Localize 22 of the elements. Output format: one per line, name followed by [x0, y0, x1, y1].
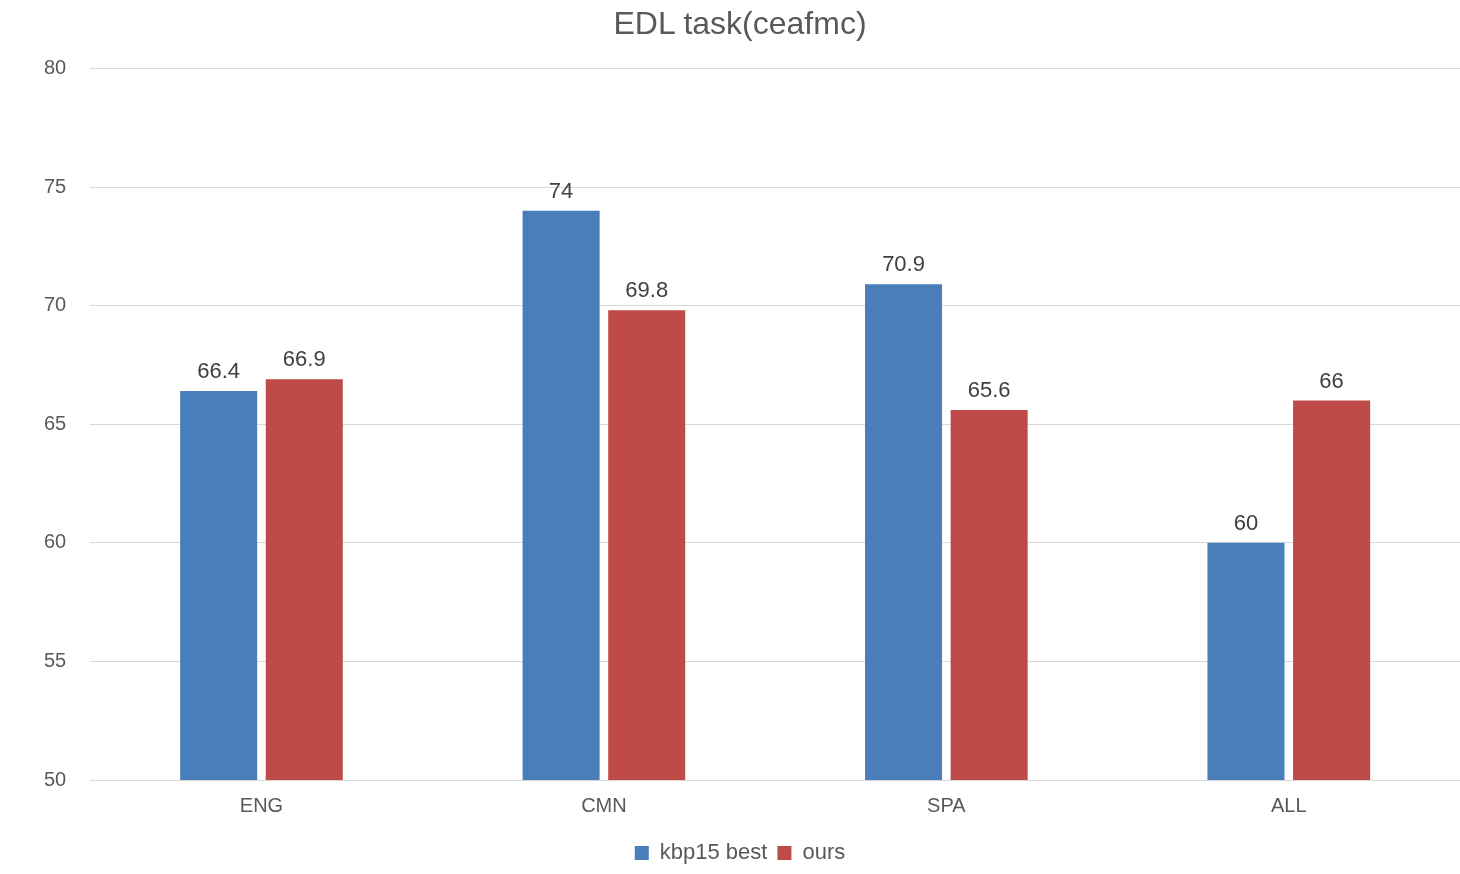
x-tick-label: SPA: [927, 793, 967, 816]
data-label: 65.6: [967, 377, 1011, 403]
x-tick-label: ENG: [239, 793, 284, 816]
data-label: 66.4: [197, 358, 241, 384]
y-tick-label: 70: [44, 293, 67, 316]
legend-label: kbp15 best: [659, 839, 768, 865]
data-label: 69.8: [625, 277, 669, 303]
legend-label: ours: [802, 839, 846, 865]
data-label: 74: [548, 177, 574, 203]
y-tick-label: 50: [44, 767, 67, 790]
x-tick-label: ALL: [1270, 793, 1307, 816]
y-tick-label: 65: [44, 411, 67, 434]
y-tick-label: 80: [44, 55, 67, 78]
x-tick-label: CMN: [581, 793, 627, 816]
y-tick-label: 75: [44, 174, 67, 197]
data-label: 70.9: [882, 251, 925, 277]
chart-title: EDL task(ceafmc): [613, 5, 867, 42]
data-label: 66: [1319, 367, 1344, 393]
data-label: 60: [1233, 509, 1259, 535]
y-tick-label: 60: [44, 530, 67, 553]
y-tick-label: 55: [44, 648, 67, 671]
data-label: 66.9: [282, 346, 326, 372]
